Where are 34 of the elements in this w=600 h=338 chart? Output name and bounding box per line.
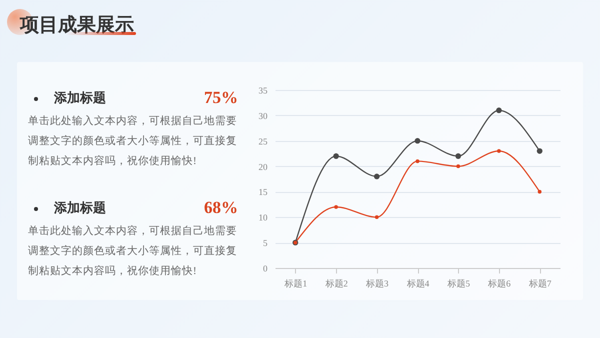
point xyxy=(374,174,380,180)
text: 添加标题 xyxy=(54,90,106,105)
point xyxy=(455,153,462,159)
text: 68% xyxy=(204,198,238,218)
point xyxy=(333,153,339,159)
point xyxy=(497,149,501,153)
y-tick-label: 25 xyxy=(258,136,268,146)
y-tick-label: 15 xyxy=(258,187,268,198)
point xyxy=(374,215,379,220)
y-tick-label: 30 xyxy=(258,110,268,121)
x-tick-label: 标题4 xyxy=(406,278,430,288)
x-tick-label: 标题5 xyxy=(446,278,470,288)
x-tick-label: 标题2 xyxy=(324,278,348,288)
point xyxy=(416,159,420,164)
point xyxy=(414,138,420,144)
text: 单击此处输入文本内容，可根据自己地需要调整文字的颜色或者大小等属性，可直接复制粘贴文本内容吗，祝你使用愉快! xyxy=(28,114,238,169)
y-tick-label: 35 xyxy=(258,86,268,96)
point xyxy=(536,148,542,154)
y-tick-label: 0 xyxy=(263,264,268,274)
point xyxy=(334,205,338,209)
y-tick-label: 5 xyxy=(263,238,268,248)
text: 项目成果展示 xyxy=(20,14,134,38)
text: 添加标题 xyxy=(54,200,106,215)
text: 75% xyxy=(204,88,238,108)
point xyxy=(456,164,460,168)
point xyxy=(538,190,542,194)
x-tick-label: 标题6 xyxy=(487,278,512,288)
y-tick-label: 10 xyxy=(258,212,268,223)
y-tick-label: 20 xyxy=(258,162,268,172)
x-tick-label: 标题1 xyxy=(284,278,308,288)
x-tick-label: 标题7 xyxy=(528,278,552,288)
x-tick-label: 标题3 xyxy=(365,278,390,288)
point xyxy=(496,108,502,114)
text: 单击此处输入文本内容，可根据自己地需要调整文字的颜色或者大小等属性，可直接复制粘贴文本内容吗，祝你使用愉快! xyxy=(28,224,238,279)
